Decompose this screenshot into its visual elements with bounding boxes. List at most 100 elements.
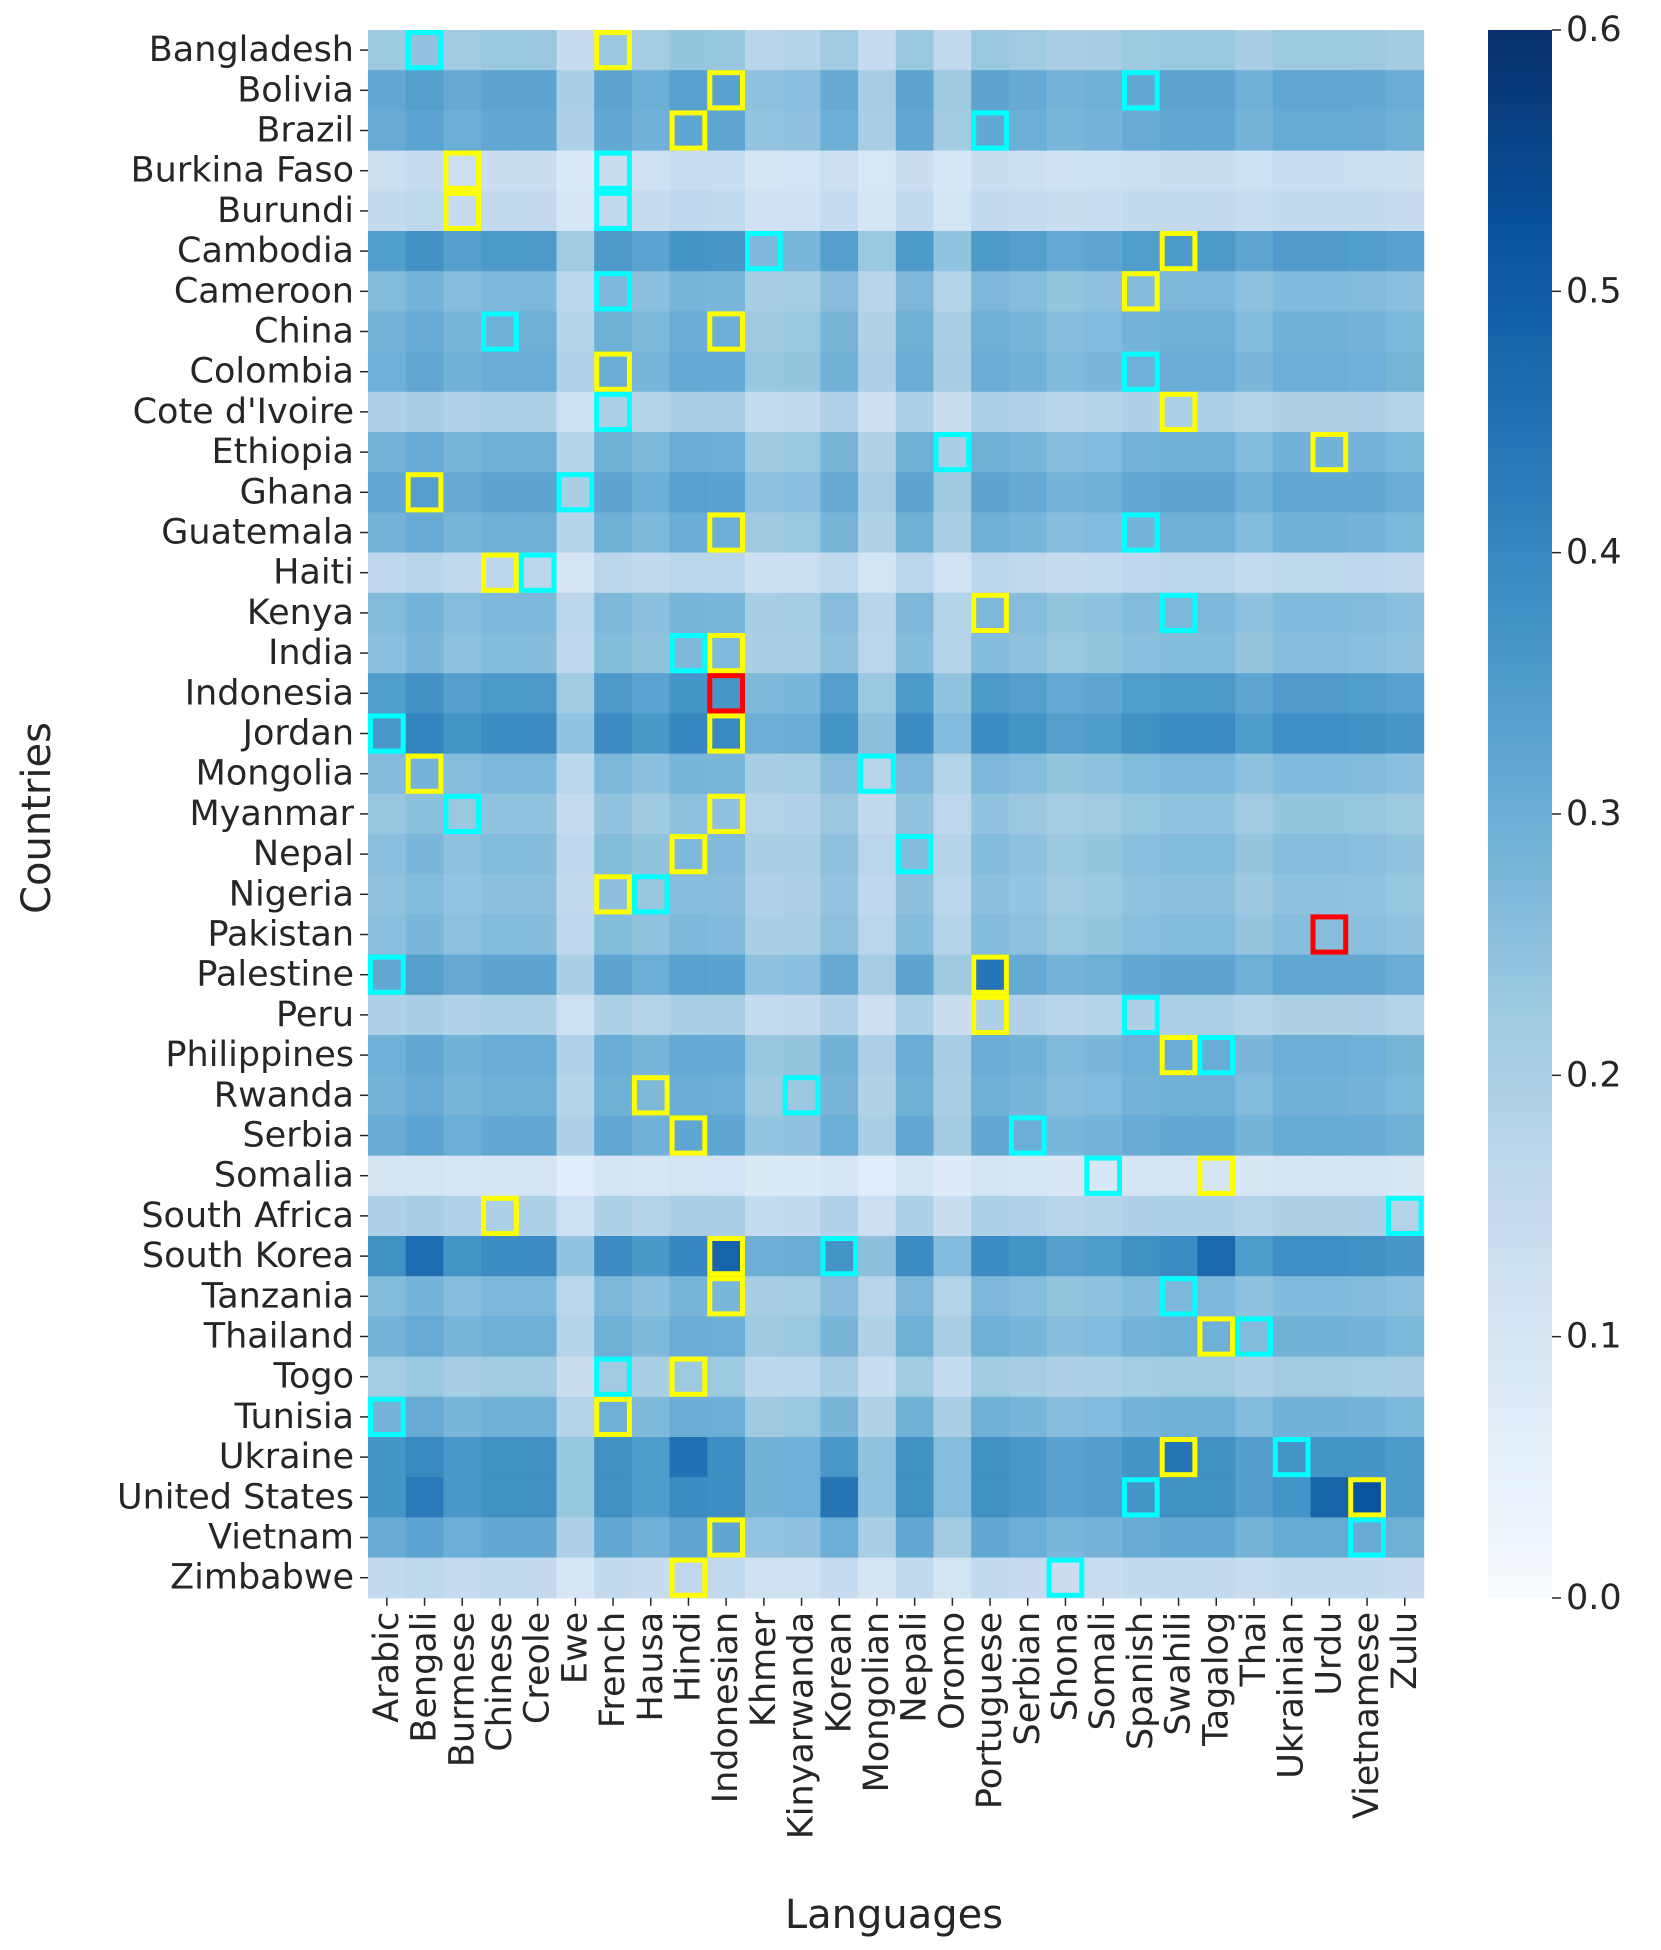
cell-united-states-hausa	[631, 1477, 671, 1518]
cell-bangladesh-swahili	[1159, 30, 1198, 71]
highlight-yellow-cote-d-ivoire-swahili	[1159, 391, 1198, 432]
cell-nigeria-chinese	[481, 874, 520, 915]
cell-bangladesh-vietnamese	[1348, 30, 1387, 71]
cell-cambodia-urdu	[1310, 231, 1349, 272]
cell-serbia-creole	[518, 1115, 558, 1157]
cell-colombia-kinyarwanda	[782, 351, 821, 393]
cell-burundi-ukrainian	[1272, 190, 1312, 232]
cell-rwanda-french	[594, 1075, 633, 1116]
cell-china-french	[594, 311, 633, 353]
cell-india-korean	[820, 633, 859, 674]
column-label-swahili: Swahili	[1159, 1612, 1199, 1736]
cell-guatemala-nepali	[895, 512, 935, 554]
cell-jordan-korean	[820, 713, 859, 755]
cell-south-africa-somali	[1084, 1195, 1123, 1237]
row-label-cote-d-ivoire: Cote d'Ivoire	[133, 392, 354, 432]
cell-burkina-faso-mongolian	[858, 150, 897, 192]
row-label-nigeria: Nigeria	[229, 874, 354, 914]
column-labels: ArabicBengaliBurmeseChineseCreoleEweFren…	[367, 1597, 1425, 1839]
cell-burkina-faso-creole	[518, 150, 558, 192]
cell-colombia-ukrainian	[1272, 351, 1312, 393]
cell-nigeria-spanish	[1122, 874, 1161, 915]
cell-ukraine-urdu	[1310, 1437, 1349, 1478]
cell-indonesia-indonesian	[707, 673, 746, 714]
row-label-togo: Togo	[273, 1357, 354, 1397]
cell-peru-ukrainian	[1272, 994, 1312, 1036]
cell-cameroon-urdu	[1310, 271, 1349, 312]
cell-pakistan-shona	[1046, 914, 1085, 956]
cell-united-states-nepali	[895, 1477, 935, 1518]
row-label-thailand: Thailand	[203, 1317, 354, 1357]
cell-somalia-hausa	[631, 1155, 671, 1197]
cell-burkina-faso-ewe	[556, 150, 595, 192]
cell-myanmar-arabic	[368, 793, 407, 835]
cell-kenya-hausa	[631, 592, 671, 634]
cell-cambodia-ukrainian	[1272, 231, 1312, 272]
cell-cameroon-portuguese	[971, 271, 1010, 312]
cell-indonesia-spanish	[1122, 673, 1161, 714]
cell-ukraine-serbian	[1008, 1437, 1048, 1478]
cell-indonesia-hausa	[631, 673, 671, 714]
cell-serbia-mongolian	[858, 1115, 897, 1157]
highlight-yellow-nepal-hindi	[669, 834, 708, 875]
cell-bolivia-kinyarwanda	[782, 70, 821, 111]
cell-mongolia-nepali	[895, 753, 935, 795]
cell-cambodia-somali	[1084, 231, 1123, 272]
highlight-cyan-rwanda-kinyarwanda	[782, 1075, 821, 1116]
cell-vietnam-thai	[1235, 1517, 1274, 1559]
cell-brazil-hausa	[631, 110, 671, 152]
cell-somalia-somali	[1084, 1155, 1123, 1197]
highlight-cyan-colombia-spanish	[1122, 351, 1160, 392]
cell-somalia-kinyarwanda	[782, 1155, 821, 1197]
cell-peru-arabic	[368, 994, 407, 1036]
cell-jordan-chinese	[481, 713, 520, 755]
cell-nepal-korean	[820, 834, 859, 875]
cell-tunisia-serbian	[1008, 1396, 1048, 1438]
cell-jordan-vietnamese	[1348, 713, 1387, 755]
highlight-yellow-thailand-tagalog	[1197, 1316, 1236, 1357]
cell-zimbabwe-ewe	[556, 1557, 595, 1599]
cell-united-states-zulu	[1385, 1477, 1425, 1518]
highlight-yellow-china-indonesian	[707, 311, 745, 352]
cell-cambodia-chinese	[481, 231, 520, 272]
cell-togo-french	[594, 1356, 633, 1398]
cell-tunisia-french	[594, 1396, 633, 1438]
row-label-tunisia: Tunisia	[233, 1397, 354, 1437]
cell-cameroon-zulu	[1385, 271, 1425, 312]
cell-south-africa-arabic	[368, 1195, 407, 1237]
cell-indonesia-nepali	[895, 673, 935, 714]
cell-indonesia-arabic	[368, 673, 407, 714]
cell-nepal-chinese	[481, 834, 520, 875]
cell-kenya-ukrainian	[1272, 592, 1312, 634]
row-label-peru: Peru	[276, 995, 354, 1035]
cell-ukraine-oromo	[933, 1437, 972, 1478]
cell-indonesia-zulu	[1385, 673, 1425, 714]
cell-cameroon-tagalog	[1197, 271, 1236, 312]
cell-kenya-urdu	[1310, 592, 1349, 634]
cell-tunisia-nepali	[895, 1396, 935, 1438]
cell-zimbabwe-ukrainian	[1272, 1557, 1312, 1599]
cell-burundi-vietnamese	[1348, 190, 1387, 232]
cell-south-africa-ewe	[556, 1195, 595, 1237]
cell-cameroon-hausa	[631, 271, 671, 312]
column-label-vietnamese: Vietnamese	[1347, 1612, 1387, 1819]
cell-togo-tagalog	[1197, 1356, 1236, 1398]
cell-colombia-serbian	[1008, 351, 1048, 393]
cell-south-korea-arabic	[368, 1236, 407, 1277]
cell-togo-urdu	[1310, 1356, 1349, 1398]
cell-colombia-portuguese	[971, 351, 1010, 393]
cell-somalia-serbian	[1008, 1155, 1048, 1197]
cell-kenya-zulu	[1385, 592, 1425, 634]
cell-zimbabwe-kinyarwanda	[782, 1557, 821, 1599]
cell-burkina-faso-spanish	[1122, 150, 1161, 192]
cell-burundi-french	[594, 190, 633, 232]
cell-nigeria-portuguese	[971, 874, 1010, 915]
cell-thailand-indonesian	[707, 1316, 746, 1358]
cell-bangladesh-creole	[518, 30, 558, 71]
cell-ethiopia-ukrainian	[1272, 432, 1312, 473]
highlight-cyan-india-hindi	[669, 633, 708, 674]
cell-south-africa-vietnamese	[1348, 1195, 1387, 1237]
cell-india-creole	[518, 633, 558, 674]
cell-pakistan-tagalog	[1197, 914, 1236, 956]
cell-nigeria-hausa	[631, 874, 671, 915]
